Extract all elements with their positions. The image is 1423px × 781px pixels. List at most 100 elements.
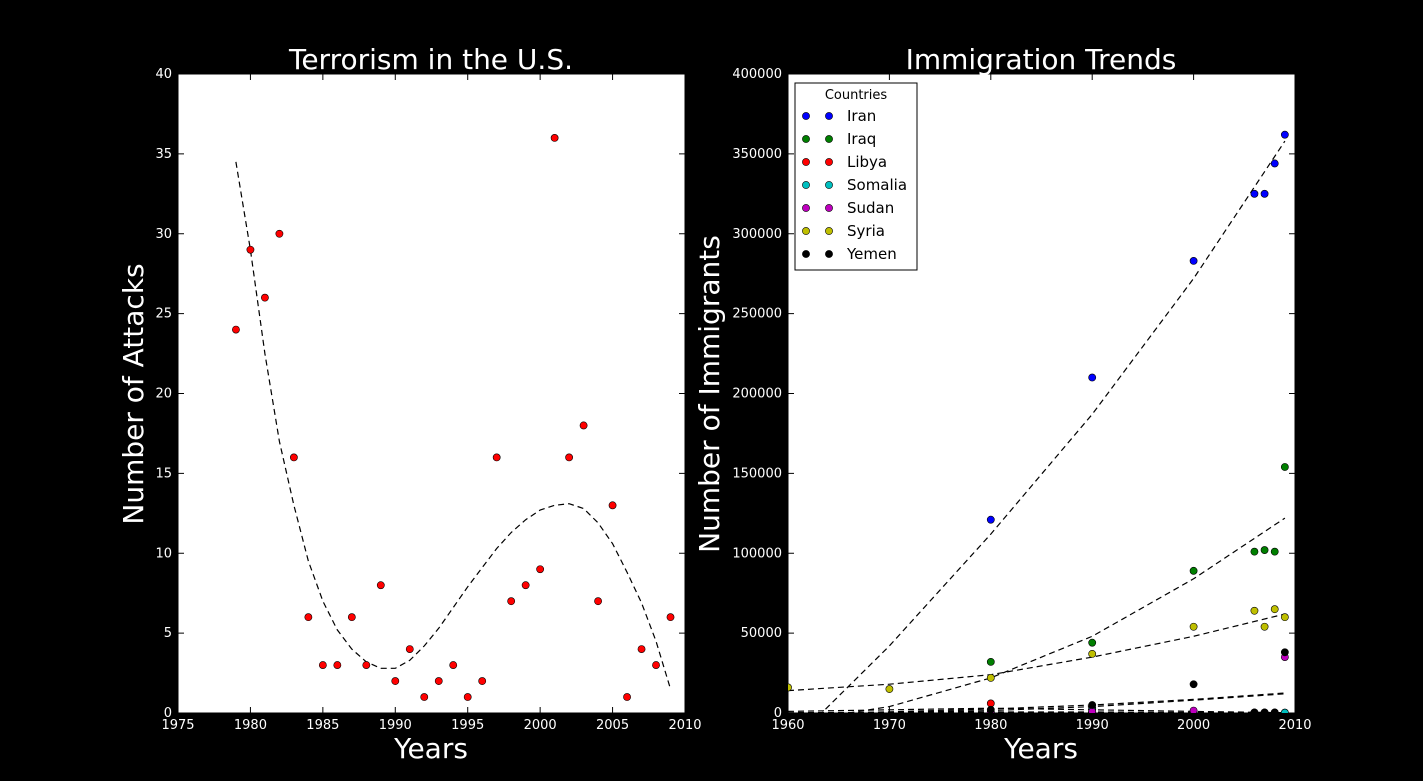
attacks-y-tick-label: 40 bbox=[155, 67, 172, 82]
immigration-x-tick-label: 1990 bbox=[1076, 718, 1109, 733]
iran-data-point bbox=[1270, 159, 1279, 168]
yemen-data-point bbox=[1088, 701, 1097, 709]
attacks-data-point bbox=[261, 293, 269, 302]
immigration-x-axis-label: Years bbox=[1003, 732, 1078, 765]
attacks-data-point bbox=[391, 677, 400, 685]
yemen-data-point bbox=[1260, 708, 1269, 713]
sudan-data-point bbox=[1189, 706, 1198, 713]
immigration-legend: Countries Iran Iraq Libya Somalia Sudan Syria… bbox=[794, 82, 918, 271]
attacks-data-point bbox=[347, 613, 356, 622]
iraq-data-point bbox=[1250, 547, 1259, 556]
legend-marker bbox=[825, 135, 833, 143]
iran-data-point bbox=[1189, 257, 1198, 265]
attacks-y-tick-label: 10 bbox=[155, 546, 172, 561]
attacks-data-point bbox=[623, 693, 631, 701]
attacks-data-point bbox=[666, 613, 675, 622]
attacks-y-tick-label: 15 bbox=[155, 466, 172, 481]
attacks-y-axis-label: Number of Attacks bbox=[117, 263, 150, 524]
legend-marker bbox=[825, 181, 833, 189]
attacks-data-point bbox=[362, 661, 371, 669]
syria-data-point bbox=[1250, 606, 1259, 615]
iran-data-point bbox=[1088, 373, 1097, 382]
attacks-data-point bbox=[608, 501, 617, 510]
legend-label: Somalia bbox=[847, 176, 907, 194]
attacks-data-point bbox=[434, 677, 443, 685]
syria-data-point bbox=[1270, 605, 1279, 614]
immigration-x-tick-label: 1980 bbox=[974, 718, 1007, 733]
attacks-data-point bbox=[246, 245, 255, 254]
syria-data-point bbox=[1280, 613, 1289, 622]
attacks-x-tick-label: 1980 bbox=[234, 718, 267, 733]
attacks-data-point bbox=[550, 133, 559, 142]
attacks-x-tick-label: 2005 bbox=[596, 718, 629, 733]
iran-data-point bbox=[1280, 130, 1289, 139]
legend-item-iran: Iran bbox=[802, 107, 876, 125]
attacks-data-point bbox=[478, 677, 487, 685]
attacks-data-point bbox=[289, 453, 298, 462]
immigration-y-tick-label: 150000 bbox=[732, 466, 782, 481]
attacks-x-tick-label: 1985 bbox=[306, 718, 339, 733]
somalia-data-point bbox=[1280, 708, 1289, 713]
attacks-plot-area bbox=[177, 73, 686, 714]
legend-title: Countries bbox=[825, 88, 888, 103]
syria-data-point bbox=[885, 685, 894, 693]
attacks-y-tick-label: 20 bbox=[155, 387, 172, 402]
attacks-x-tick-label: 1990 bbox=[379, 718, 412, 733]
attacks-data-point bbox=[463, 693, 472, 701]
syria-data-point bbox=[1260, 622, 1269, 631]
immigration-chart: Immigration Trends Years Number of Immig… bbox=[693, 43, 1312, 765]
attacks-data-point bbox=[318, 661, 327, 669]
legend-marker bbox=[802, 227, 810, 235]
legend-item-sudan: Sudan bbox=[802, 199, 894, 217]
attacks-data-point bbox=[579, 421, 588, 430]
legend-marker bbox=[802, 204, 810, 212]
attacks-data-point bbox=[449, 661, 458, 669]
iraq-data-point bbox=[1280, 463, 1289, 471]
attacks-chart-title: Terrorism in the U.S. bbox=[288, 43, 573, 76]
attacks-chart: Terrorism in the U.S. Years Number of At… bbox=[117, 43, 702, 765]
syria-data-point bbox=[1088, 649, 1097, 658]
attacks-x-tick-label: 1995 bbox=[451, 718, 484, 733]
legend-marker bbox=[802, 135, 810, 143]
legend-box bbox=[794, 82, 918, 271]
yemen-data-point bbox=[1280, 648, 1289, 657]
iran-data-point bbox=[986, 515, 995, 524]
iraq-data-point bbox=[1260, 546, 1269, 554]
yemen-data-point bbox=[1270, 708, 1279, 713]
attacks-data-point bbox=[275, 229, 284, 238]
legend-label: Iran bbox=[847, 107, 876, 125]
attacks-x-tick-label: 1975 bbox=[161, 718, 194, 733]
legend-marker bbox=[802, 181, 810, 189]
immigration-chart-title: Immigration Trends bbox=[906, 43, 1177, 76]
legend-marker bbox=[825, 250, 833, 258]
attacks-data-point bbox=[637, 645, 646, 653]
immigration-y-tick-label: 350000 bbox=[732, 147, 782, 162]
legend-marker bbox=[825, 227, 833, 235]
iran-trendline bbox=[820, 140, 1286, 713]
iraq-data-point bbox=[1189, 566, 1198, 575]
yemen-data-point bbox=[986, 705, 995, 713]
attacks-data-point bbox=[333, 661, 342, 669]
attacks-data-point bbox=[376, 581, 385, 590]
iraq-data-point bbox=[986, 657, 995, 666]
immigration-x-tick-label: 2000 bbox=[1177, 718, 1210, 733]
syria-trendline bbox=[788, 613, 1286, 692]
iran-data-point bbox=[1260, 189, 1269, 198]
legend-marker bbox=[825, 112, 833, 120]
legend-item-somalia: Somalia bbox=[802, 176, 907, 194]
attacks-data-point bbox=[492, 453, 501, 462]
attacks-y-tick-label: 25 bbox=[155, 307, 172, 322]
legend-label: Syria bbox=[847, 222, 885, 240]
syria-data-point bbox=[1189, 622, 1198, 631]
legend-item-yemen: Yemen bbox=[802, 245, 897, 263]
attacks-data-point bbox=[536, 565, 545, 574]
attacks-data-point bbox=[405, 645, 414, 653]
attacks-data-point bbox=[420, 693, 429, 701]
iraq-trendline bbox=[845, 517, 1286, 713]
iraq-data-point bbox=[1270, 547, 1279, 556]
legend-marker bbox=[825, 158, 833, 166]
legend-marker bbox=[802, 250, 810, 258]
attacks-data-point bbox=[304, 613, 313, 622]
immigration-y-tick-label: 100000 bbox=[732, 546, 782, 561]
attacks-data-point bbox=[507, 597, 516, 606]
